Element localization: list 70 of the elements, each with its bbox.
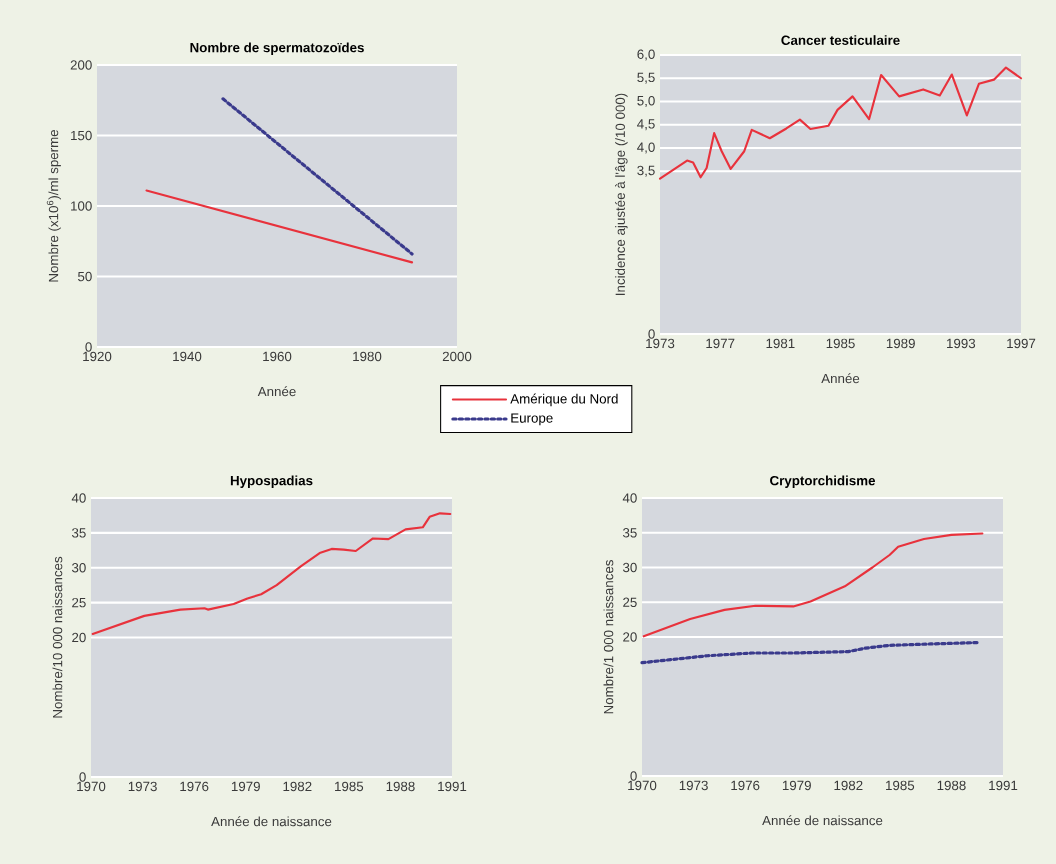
y-tick-label: 50 <box>78 271 92 282</box>
x-tick-label: 1976 <box>731 780 760 791</box>
y-tick-label: 0 <box>630 771 637 781</box>
x-tick-label: 1976 <box>180 781 209 792</box>
x-tick-label: 1982 <box>834 780 863 791</box>
y-tick-label: 0 <box>79 772 86 782</box>
line-series <box>642 532 984 638</box>
y-tick-label: 0 <box>85 342 92 352</box>
y-tick-label: 4,5 <box>637 119 655 131</box>
y-tick-label: 5,0 <box>637 96 655 108</box>
line-series <box>640 640 979 665</box>
x-tick-label: 1993 <box>947 338 976 349</box>
x-axis-title: Année <box>821 373 860 384</box>
y-tick-label: 35 <box>622 528 637 538</box>
y-tick-label: 20 <box>623 632 637 642</box>
x-tick-label: 1920 <box>83 351 112 362</box>
y-tick-label: 40 <box>622 493 637 503</box>
chart-title: Cryptorchidisme <box>770 475 876 488</box>
y-tick-label: 30 <box>71 563 86 573</box>
y-tick-label: 25 <box>623 597 637 607</box>
legend-label: Amérique du Nord <box>510 393 618 407</box>
legend-label: Europe <box>511 413 553 426</box>
x-tick-label: 1977 <box>706 338 735 349</box>
y-axis-title: Nombre/1 000 naissances <box>603 560 614 714</box>
x-tick-label: 1981 <box>766 338 795 349</box>
x-tick-label: 1985 <box>335 781 364 792</box>
y-tick-label: 35 <box>71 528 86 538</box>
x-tick-label: 1982 <box>283 781 312 792</box>
y-tick-label: 200 <box>70 60 92 70</box>
x-tick-label: 1988 <box>937 780 966 791</box>
x-tick-label: 1979 <box>782 780 811 791</box>
x-tick-label: 1973 <box>646 338 675 349</box>
x-tick-label: 2000 <box>442 351 472 362</box>
chart-title: Hypospadias <box>230 475 313 488</box>
x-tick-label: 1985 <box>886 780 915 791</box>
x-tick-label: 1970 <box>628 780 657 791</box>
x-tick-label: 1988 <box>386 781 415 792</box>
x-tick-label: 1973 <box>128 781 157 792</box>
x-tick-label: 1989 <box>886 338 915 349</box>
x-tick-label: 1979 <box>231 781 260 792</box>
line-series <box>658 66 1023 180</box>
chart-title: Nombre de spermatozoïdes <box>190 42 364 55</box>
y-tick-label: 30 <box>622 562 637 573</box>
y-axis-title: Incidence ajustée à l'âge (/10 000) <box>615 93 628 295</box>
y-tick-label: 3,5 <box>637 165 655 177</box>
y-axis-title: Nombre/10 000 naissances <box>52 556 63 718</box>
x-axis-title: Année de naissance <box>211 816 332 827</box>
y-tick-label: 5,5 <box>637 72 655 84</box>
x-axis-title: Année de naissance <box>762 815 883 826</box>
y-tick-label: 100 <box>71 201 92 211</box>
y-tick-label: 20 <box>72 632 86 643</box>
y-tick-label: 150 <box>71 130 92 141</box>
x-tick-label: 1991 <box>438 781 467 792</box>
chart-title: Cancer testiculaire <box>781 35 900 45</box>
x-tick-label: 1973 <box>679 780 708 791</box>
x-axis-title: Année <box>257 386 296 397</box>
y-axis-title: Nombre (x10$^{6}$)/ml sperme <box>46 129 61 282</box>
x-tick-label: 1960 <box>263 351 292 362</box>
y-tick-label: 6,0 <box>637 49 655 61</box>
y-tick-label: 40 <box>71 493 86 503</box>
x-tick-label: 1985 <box>826 338 855 349</box>
line-series <box>91 512 452 636</box>
x-tick-label: 1997 <box>1007 338 1036 349</box>
x-tick-label: 1970 <box>77 781 106 792</box>
x-tick-label: 1940 <box>173 351 202 362</box>
y-tick-label: 25 <box>72 597 86 608</box>
x-tick-label: 1991 <box>989 780 1018 791</box>
y-tick-label: 4,0 <box>637 142 655 154</box>
y-tick-label: 0 <box>648 329 655 339</box>
x-tick-label: 1980 <box>353 351 382 362</box>
